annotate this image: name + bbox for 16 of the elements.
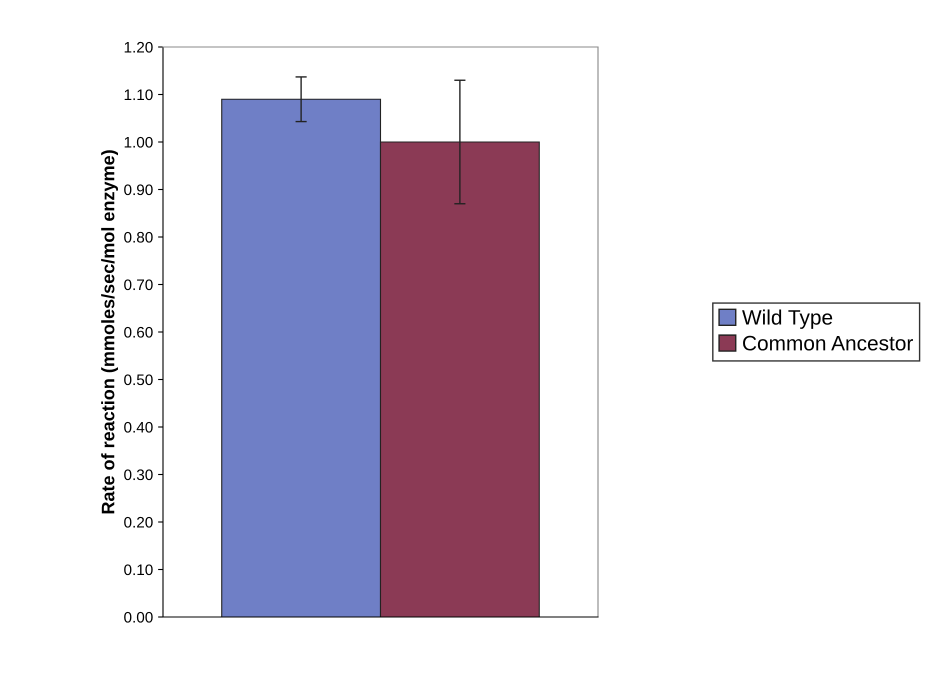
- y-tick-label: 0.10: [124, 564, 153, 576]
- y-tick-label: 0.00: [124, 612, 153, 623]
- y-tick-label: 0.90: [124, 184, 153, 196]
- y-tick-label: 0.40: [124, 422, 153, 433]
- y-axis-title: Rate of reaction (mmoles/sec/mol enzyme): [101, 150, 118, 514]
- y-tick-label: 0.50: [124, 374, 153, 386]
- y-tick-label: 0.30: [124, 469, 153, 480]
- y-tick-label: 1.10: [124, 89, 153, 100]
- legend-label: Common Ancestor: [743, 336, 914, 351]
- y-tick-label: 0.80: [124, 232, 153, 243]
- y-tick-label: 0.60: [124, 326, 153, 338]
- y-tick-label: 0.70: [124, 279, 153, 290]
- y-tick-label: 0.20: [124, 516, 153, 528]
- y-tick-label: 1.20: [124, 42, 153, 53]
- legend-label: Wild Type: [742, 309, 832, 329]
- y-tick-label: 1.00: [124, 136, 153, 148]
